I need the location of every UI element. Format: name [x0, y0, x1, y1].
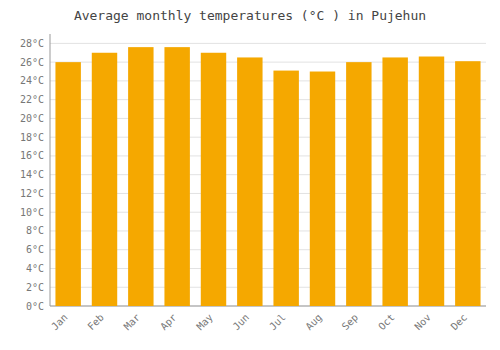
- y-tick-label: 0°C: [26, 301, 44, 312]
- x-tick-label: Jun: [231, 312, 252, 333]
- title: Average monthly temperatures (°C ) in Pu…: [74, 8, 426, 23]
- bar: [419, 57, 444, 306]
- bar: [346, 62, 371, 306]
- y-tick-label: 26°C: [20, 57, 44, 68]
- bars: [55, 47, 480, 306]
- y-tick-label: 28°C: [20, 38, 44, 49]
- bar: [237, 57, 262, 306]
- bar: [273, 71, 298, 306]
- grid: [50, 43, 486, 306]
- bar: [164, 47, 189, 306]
- x-tick-label: Apr: [158, 312, 179, 333]
- bar: [92, 53, 117, 306]
- x-tick-label: Feb: [85, 312, 106, 333]
- y-tick-label: 4°C: [26, 263, 44, 274]
- x-tick-label: May: [194, 312, 215, 333]
- x-tick-label: Oct: [376, 312, 397, 333]
- bar: [128, 47, 153, 306]
- y-tick-label: 16°C: [20, 150, 44, 161]
- y-tick-label: 22°C: [20, 94, 44, 105]
- y-tick-label: 2°C: [26, 282, 44, 293]
- y-tick-label: 8°C: [26, 225, 44, 236]
- bar: [310, 72, 335, 306]
- y-tick-label: 6°C: [26, 244, 44, 255]
- x-tick-label: Dec: [449, 312, 470, 333]
- y-tick-label: 14°C: [20, 169, 44, 180]
- grid-line: [50, 43, 486, 44]
- y-axis-line: [50, 34, 51, 306]
- y-tick-label: 24°C: [20, 75, 44, 86]
- bar: [201, 53, 226, 306]
- y-tick-label: 12°C: [20, 188, 44, 199]
- x-tick-label: Jan: [49, 312, 70, 333]
- x-tick-label: Nov: [412, 312, 433, 333]
- chart: Average monthly temperatures (°C ) in Pu…: [0, 0, 500, 350]
- bar: [55, 62, 80, 306]
- y-tick-label: 18°C: [20, 132, 44, 143]
- chart-container: Average monthly temperatures (°C ) in Pu…: [0, 0, 500, 350]
- x-tick-label: Mar: [122, 312, 143, 333]
- y-tick-label: 10°C: [20, 207, 44, 218]
- x-tick-label: Jul: [267, 312, 288, 333]
- bar: [382, 57, 407, 306]
- bar: [455, 61, 480, 306]
- x-tick-label: Aug: [303, 312, 324, 333]
- y-tick-label: 20°C: [20, 113, 44, 124]
- x-tick-label: Sep: [340, 312, 361, 333]
